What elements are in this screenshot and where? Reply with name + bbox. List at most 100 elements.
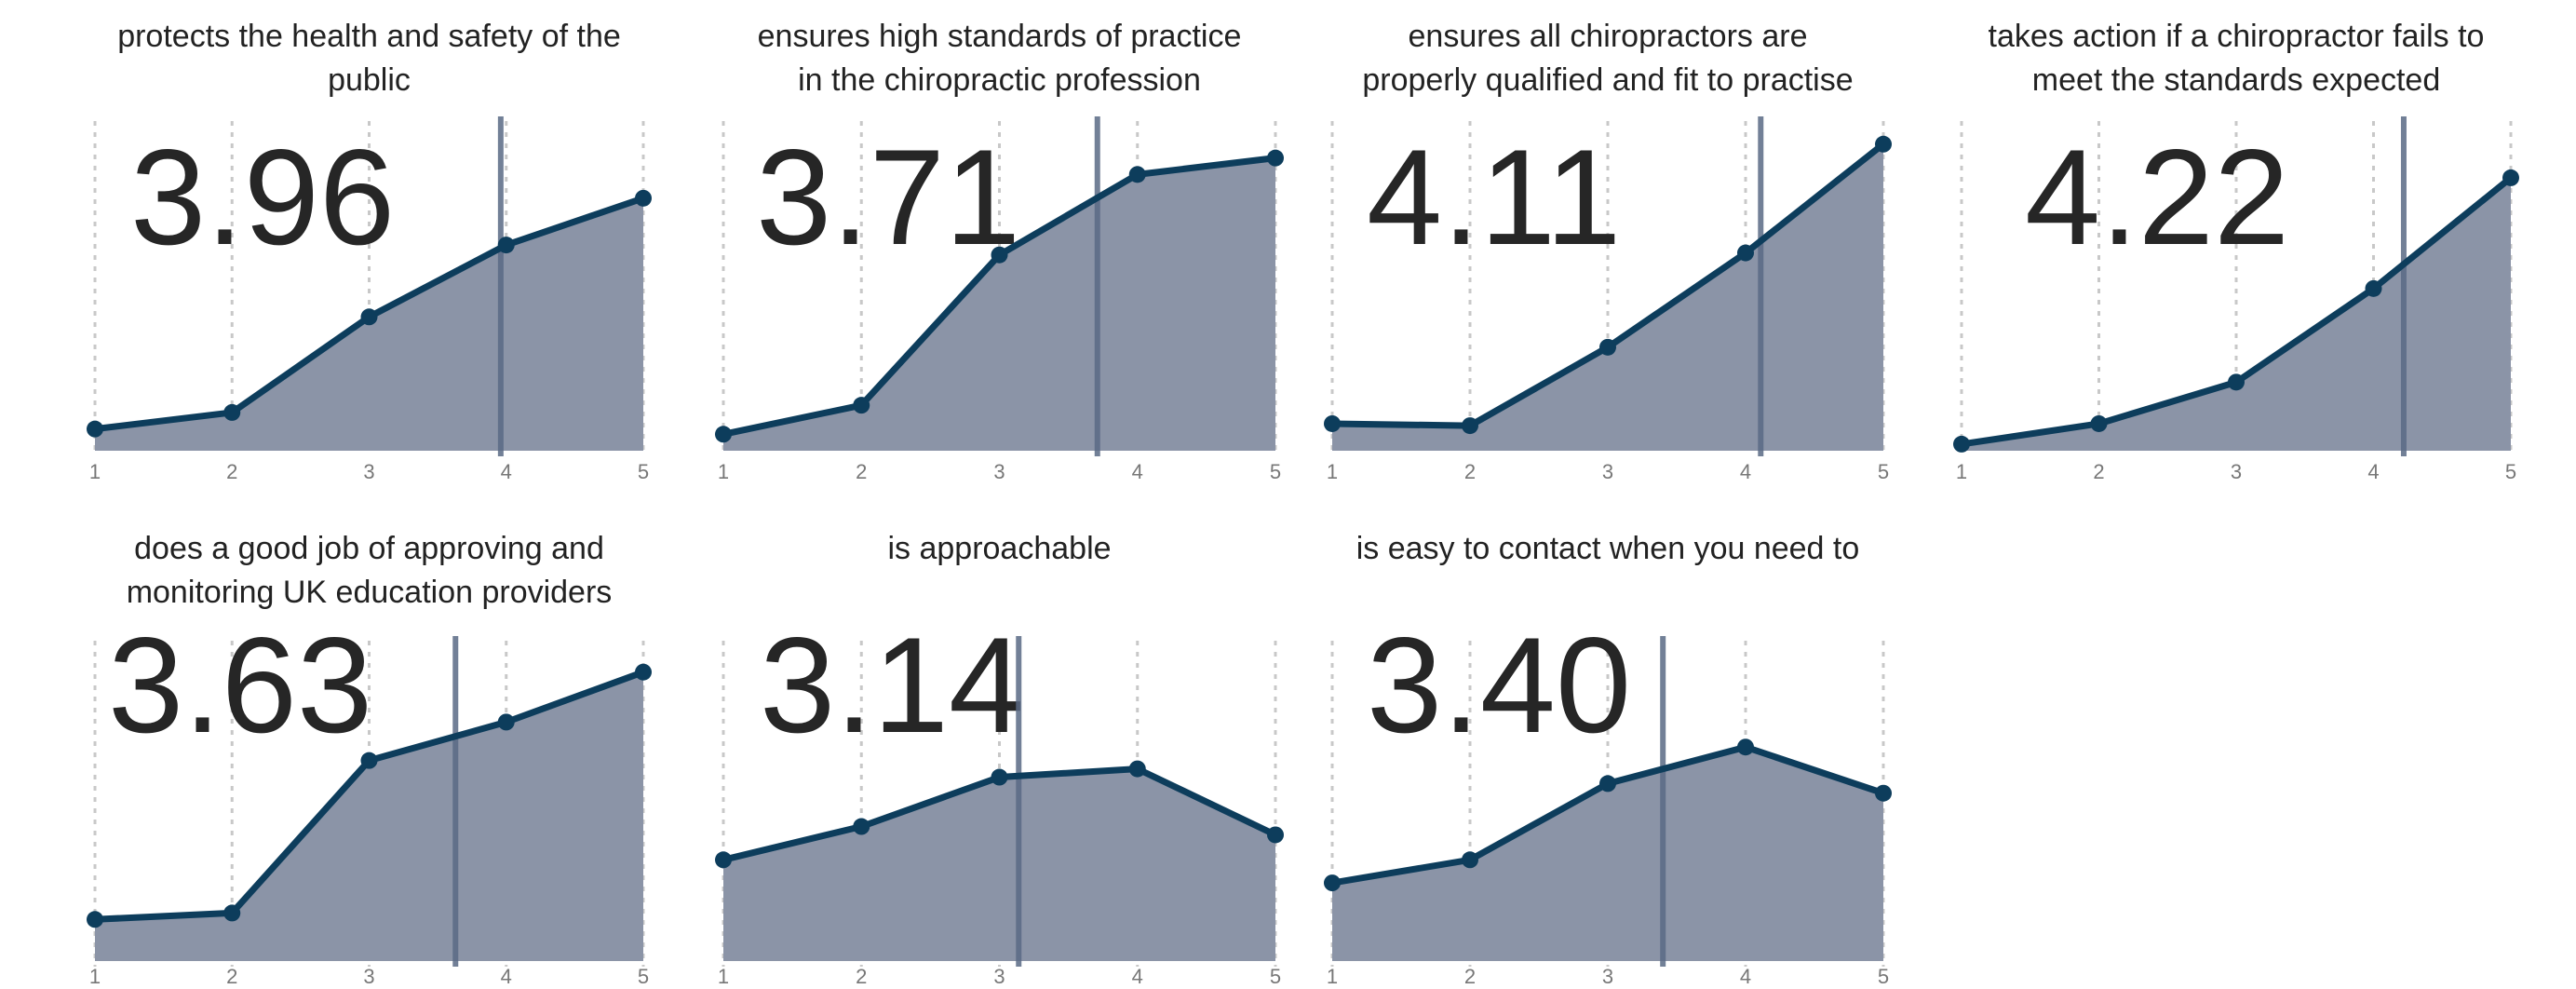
data-point bbox=[991, 768, 1008, 786]
x-tick-label: 5 bbox=[638, 965, 649, 988]
data-point bbox=[2090, 414, 2108, 432]
x-tick-label: 1 bbox=[718, 460, 729, 483]
chart-title: in the chiropractic profession bbox=[798, 62, 1201, 98]
x-tick-label: 3 bbox=[993, 460, 1005, 483]
chart-panel: does a good job of approving and monitori… bbox=[87, 531, 652, 988]
data-point bbox=[1737, 738, 1754, 756]
data-point bbox=[1462, 417, 1478, 435]
data-point bbox=[497, 237, 515, 254]
data-point bbox=[1324, 874, 1341, 892]
x-tick-label: 1 bbox=[718, 965, 729, 988]
data-point bbox=[2228, 373, 2245, 391]
data-point bbox=[2502, 169, 2519, 186]
chart-title: public bbox=[328, 62, 411, 98]
x-tick-label: 3 bbox=[1602, 965, 1613, 988]
chart-panel: is easy to contact when you need to 1 2 3 4 5… bbox=[1324, 531, 1892, 988]
area-fill bbox=[723, 157, 1275, 451]
data-point bbox=[853, 397, 870, 414]
data-point bbox=[223, 904, 241, 922]
area-fill bbox=[95, 671, 643, 961]
x-tick-label: 4 bbox=[1132, 460, 1143, 483]
data-point bbox=[1267, 826, 1284, 844]
x-tick-label: 4 bbox=[1132, 965, 1143, 988]
x-tick-label: 2 bbox=[856, 460, 867, 483]
data-point bbox=[87, 420, 103, 438]
x-tick-label: 5 bbox=[1270, 965, 1281, 988]
data-point bbox=[223, 403, 241, 421]
x-tick-label: 5 bbox=[1878, 460, 1889, 483]
mean-value-label: 4.22 bbox=[2025, 121, 2289, 273]
data-point bbox=[87, 911, 103, 928]
area-fill bbox=[723, 768, 1275, 961]
x-tick-label: 5 bbox=[1878, 965, 1889, 988]
data-point bbox=[1953, 435, 1970, 453]
x-tick-label: 2 bbox=[2093, 460, 2104, 483]
data-point bbox=[1599, 338, 1616, 356]
data-point bbox=[360, 308, 378, 326]
x-tick-label: 2 bbox=[226, 460, 237, 483]
x-tick-label: 2 bbox=[1464, 460, 1476, 483]
mean-value-label: 3.14 bbox=[760, 609, 1024, 761]
data-point bbox=[1324, 414, 1341, 432]
area-fill bbox=[1332, 143, 1883, 451]
chart-title: properly qualified and fit to practise bbox=[1362, 62, 1853, 98]
x-tick-label: 4 bbox=[2367, 460, 2379, 483]
chart-title: ensures high standards of practice bbox=[758, 19, 1242, 54]
data-point bbox=[1128, 760, 1146, 778]
chart-title: protects the health and safety of the bbox=[117, 19, 621, 54]
data-point bbox=[1128, 166, 1146, 183]
chart-title: meet the standards expected bbox=[2032, 62, 2441, 98]
data-point bbox=[715, 426, 732, 443]
x-tick-label: 1 bbox=[1956, 460, 1967, 483]
data-point bbox=[2365, 279, 2382, 297]
x-tick-label: 4 bbox=[501, 460, 512, 483]
data-point bbox=[715, 851, 732, 869]
x-tick-label: 3 bbox=[363, 460, 374, 483]
x-tick-label: 1 bbox=[89, 965, 101, 988]
x-tick-label: 5 bbox=[1270, 460, 1281, 483]
data-point bbox=[360, 752, 378, 769]
chart-panel: ensures all chiropractors are properly qu… bbox=[1324, 19, 1892, 483]
chart-title: is easy to contact when you need to bbox=[1356, 531, 1860, 566]
area-fill bbox=[1332, 747, 1883, 961]
x-tick-label: 3 bbox=[363, 965, 374, 988]
data-point bbox=[1875, 784, 1892, 802]
mean-value-label: 3.63 bbox=[108, 609, 372, 761]
chart-title: is approachable bbox=[887, 531, 1111, 566]
x-tick-label: 1 bbox=[1327, 965, 1338, 988]
x-tick-label: 4 bbox=[1740, 460, 1751, 483]
x-tick-label: 5 bbox=[2505, 460, 2516, 483]
data-point bbox=[853, 818, 870, 835]
area-fill bbox=[1962, 177, 2511, 451]
x-tick-label: 1 bbox=[1327, 460, 1338, 483]
data-point bbox=[1267, 149, 1284, 167]
data-point bbox=[635, 663, 652, 681]
mean-value-label: 3.71 bbox=[756, 121, 1020, 273]
x-tick-label: 3 bbox=[2231, 460, 2242, 483]
x-tick-label: 2 bbox=[856, 965, 867, 988]
chart-title: ensures all chiropractors are bbox=[1409, 19, 1808, 54]
mean-value-label: 3.96 bbox=[130, 121, 395, 273]
chart-panel: takes action if a chiropractor fails to m… bbox=[1953, 19, 2519, 483]
mean-value-label: 3.40 bbox=[1367, 609, 1631, 761]
chart-title: does a good job of approving and bbox=[134, 531, 604, 566]
x-tick-label: 4 bbox=[501, 965, 512, 988]
data-point bbox=[497, 713, 515, 731]
data-point bbox=[1462, 851, 1478, 869]
data-point bbox=[635, 189, 652, 207]
x-tick-label: 2 bbox=[226, 965, 237, 988]
chart-panel: is approachable 1 2 3 4 5 3.14 bbox=[715, 531, 1284, 988]
x-tick-label: 1 bbox=[89, 460, 101, 483]
chart-panel: protects the health and safety of the pub… bbox=[87, 19, 652, 483]
data-point bbox=[991, 246, 1008, 264]
x-tick-label: 2 bbox=[1464, 965, 1476, 988]
x-tick-label: 4 bbox=[1740, 965, 1751, 988]
data-point bbox=[1875, 135, 1892, 153]
data-point bbox=[1737, 244, 1754, 262]
x-tick-label: 3 bbox=[1602, 460, 1613, 483]
x-tick-label: 5 bbox=[638, 460, 649, 483]
x-tick-label: 3 bbox=[993, 965, 1005, 988]
mean-value-label: 4.11 bbox=[1367, 121, 1621, 273]
